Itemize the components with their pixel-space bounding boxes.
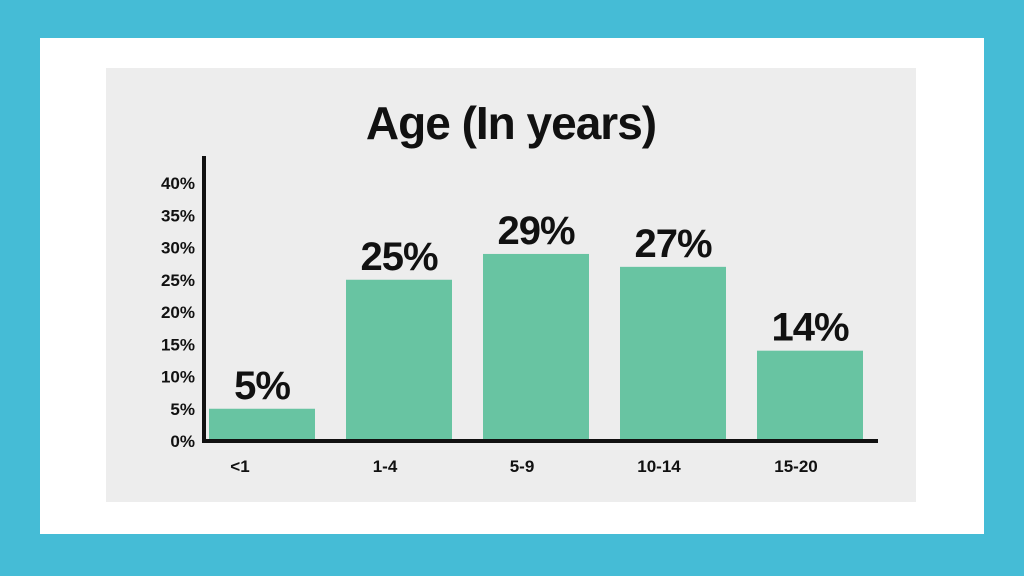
- bar-chart: 0% 5% 10% 15% 20% 25% 30% 35% 40% 5% <1 25% 1-4 29% 5-…: [161, 156, 878, 476]
- y-tick-label: 0%: [170, 432, 195, 451]
- x-tick-label: 1-4: [373, 457, 398, 476]
- x-tick-label: <1: [230, 457, 249, 476]
- y-tick-label: 15%: [161, 335, 195, 354]
- y-tick-label: 40%: [161, 174, 195, 193]
- data-label: 25%: [360, 235, 437, 279]
- bar: [346, 279, 452, 441]
- bar: [209, 408, 315, 441]
- white-frame: Age (In years) 0% 5% 10% 15% 20% 25% 30% 35% 40%…: [40, 38, 984, 534]
- data-label: 5%: [234, 364, 290, 408]
- y-tick-label: 20%: [161, 303, 195, 322]
- chart-title: Age (In years): [365, 97, 657, 149]
- x-tick-label: 15-20: [774, 457, 817, 476]
- bar: [620, 266, 726, 441]
- data-label: 29%: [497, 209, 574, 253]
- data-label: 14%: [771, 306, 848, 350]
- y-tick-label: 35%: [161, 206, 195, 225]
- x-tick-label: 5-9: [510, 457, 535, 476]
- bar: [483, 253, 589, 441]
- y-tick-label: 25%: [161, 271, 195, 290]
- y-tick-label: 10%: [161, 368, 195, 387]
- data-label: 27%: [634, 222, 711, 266]
- x-tick-label: 10-14: [637, 457, 681, 476]
- bar: [757, 350, 863, 441]
- y-tick-label: 5%: [170, 400, 195, 419]
- y-tick-label: 30%: [161, 239, 195, 258]
- chart-panel: Age (In years) 0% 5% 10% 15% 20% 25% 30% 35% 40%…: [106, 68, 916, 502]
